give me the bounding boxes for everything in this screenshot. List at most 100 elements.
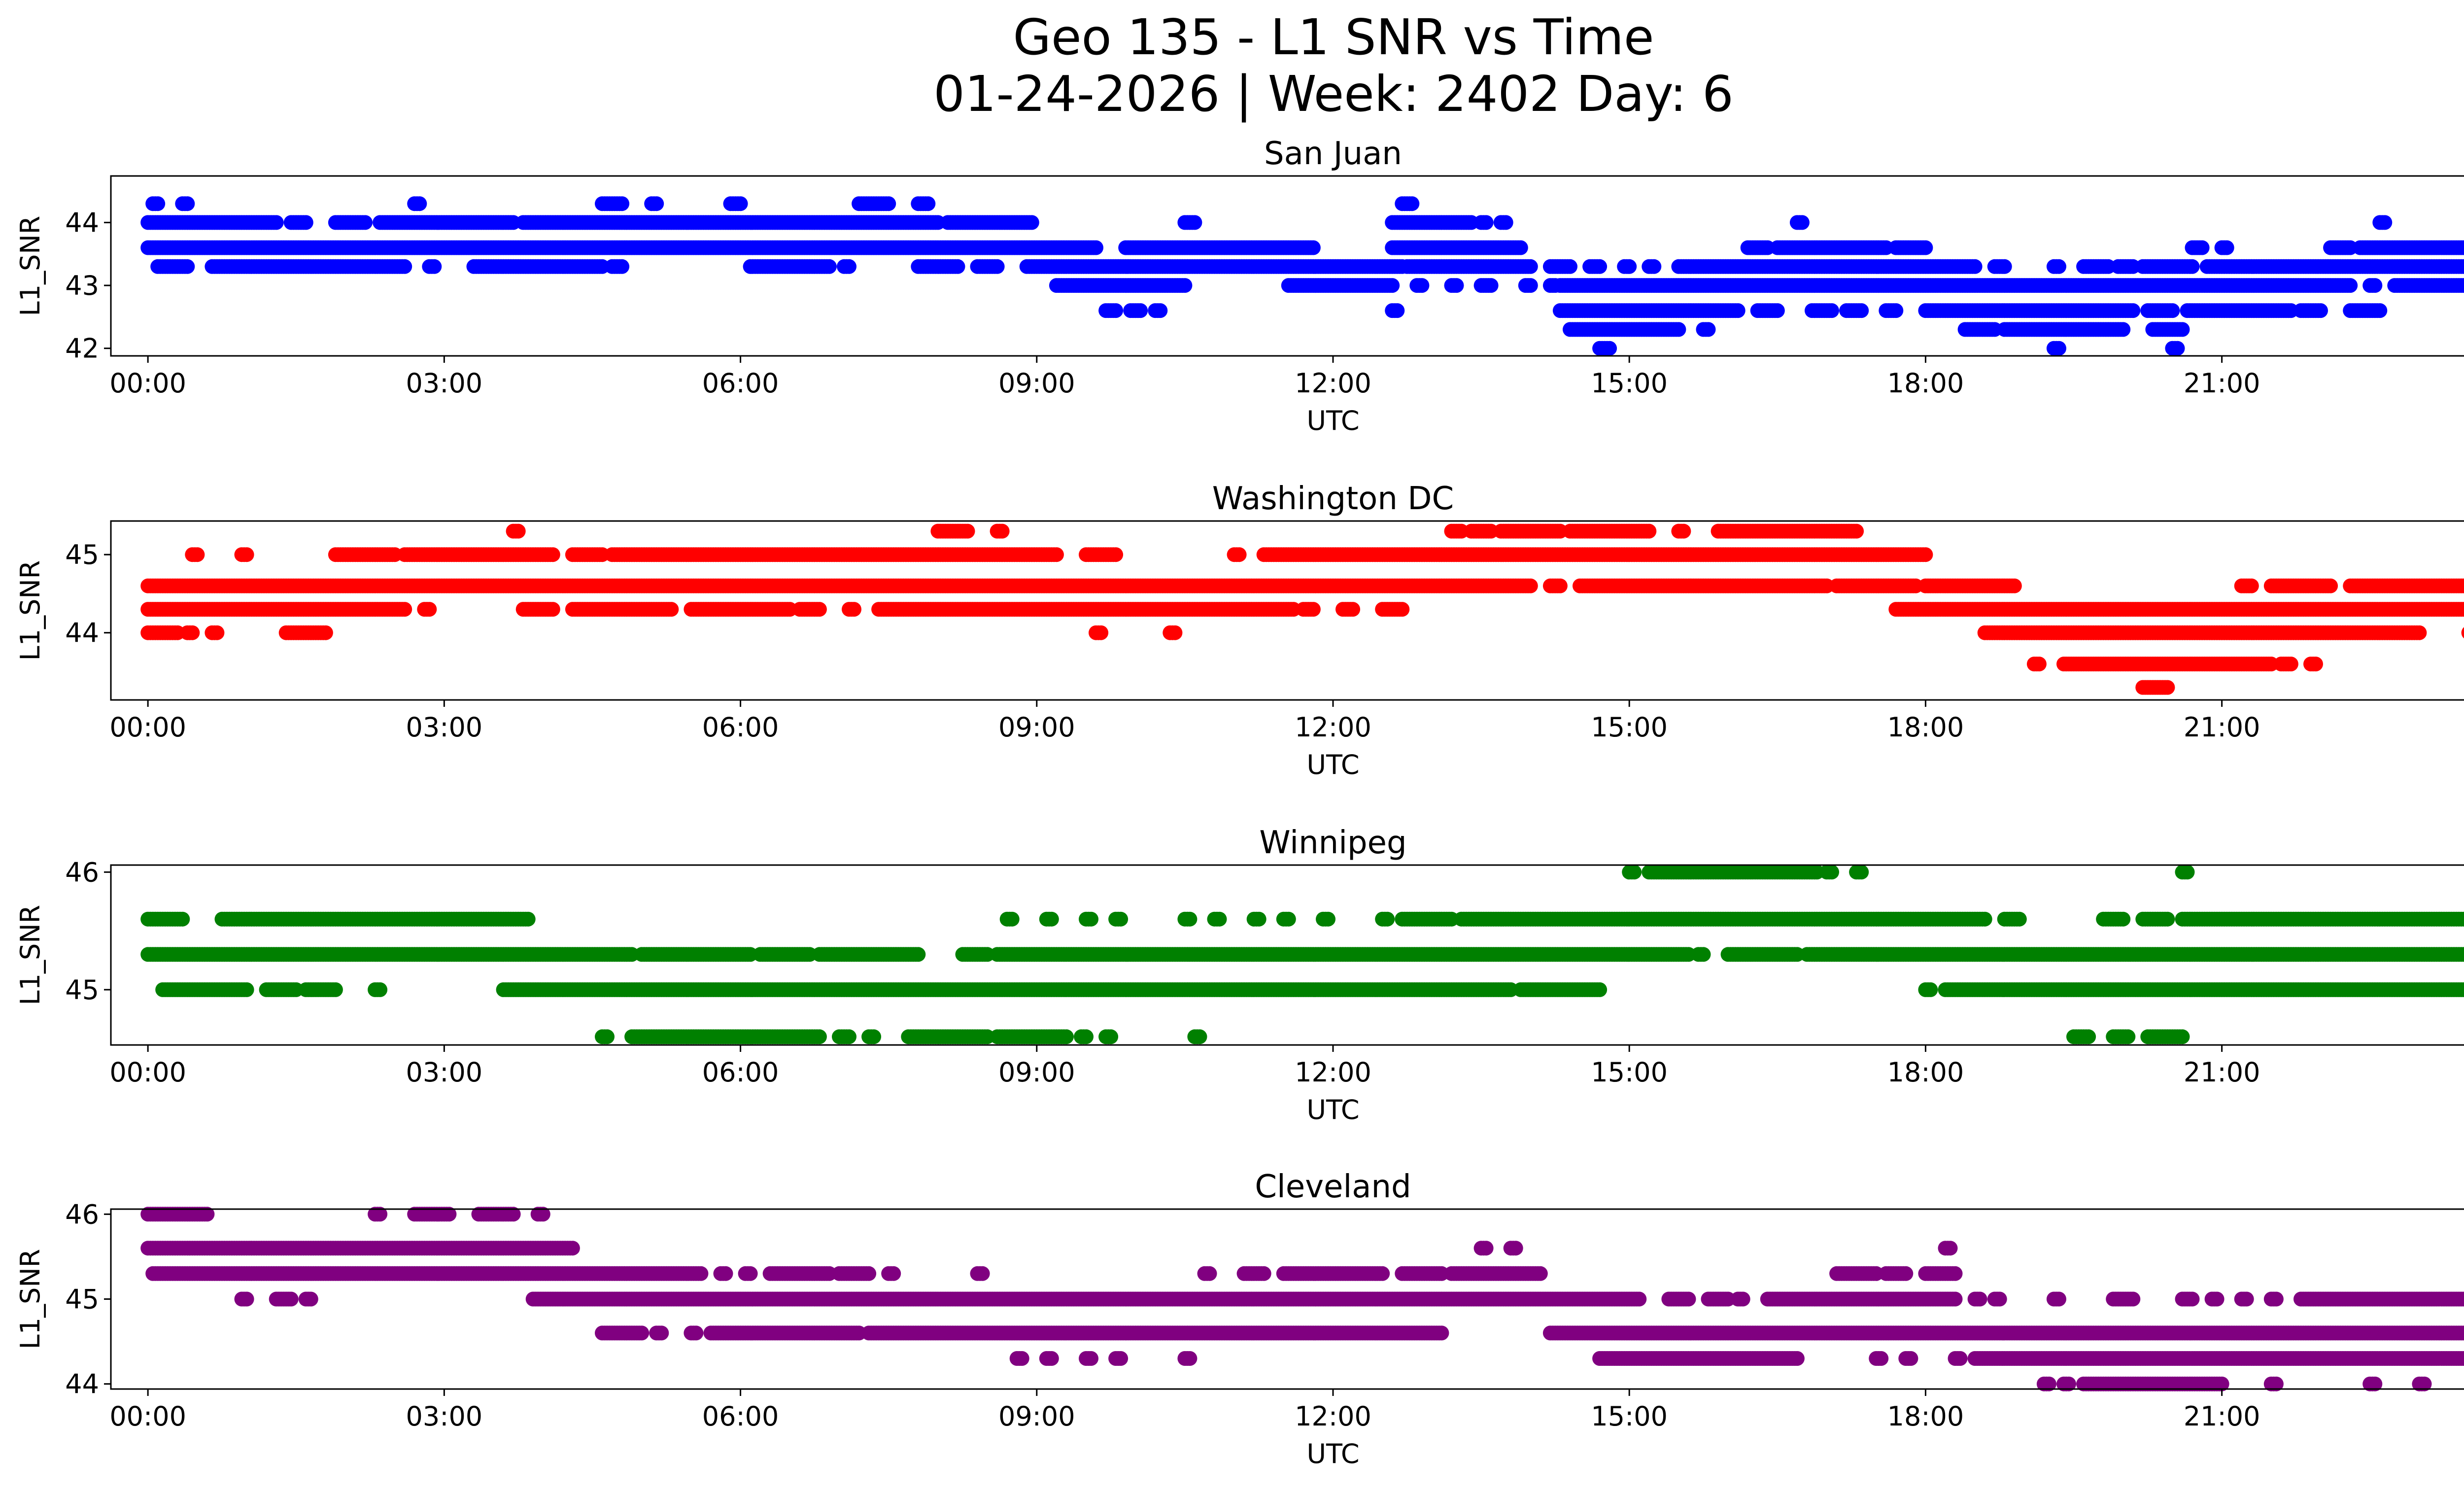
data-point xyxy=(1498,215,1513,230)
scatter-series xyxy=(140,196,2464,356)
data-point xyxy=(397,259,412,274)
data-point xyxy=(1449,278,1464,293)
x-tick-label: 06:00 xyxy=(702,368,779,399)
data-point xyxy=(1089,240,1103,255)
data-point xyxy=(180,259,195,274)
data-point xyxy=(1523,278,1538,293)
data-point xyxy=(1794,215,1810,230)
data-point xyxy=(1622,259,1637,274)
data-point xyxy=(921,196,936,211)
data-point xyxy=(1187,215,1202,230)
data-point xyxy=(615,196,630,211)
data-point xyxy=(2052,259,2066,274)
data-point xyxy=(1854,303,1869,318)
x-tick-label: 15:00 xyxy=(1591,368,1668,399)
data-point xyxy=(1888,303,1904,318)
data-point xyxy=(842,259,856,274)
data-point xyxy=(1849,523,1864,539)
data-point xyxy=(2170,341,2185,356)
data-point xyxy=(847,602,861,617)
data-point xyxy=(511,523,526,539)
data-point xyxy=(2313,303,2328,318)
data-point xyxy=(239,547,254,562)
data-point xyxy=(2125,303,2141,318)
data-point xyxy=(1997,259,2012,274)
data-point xyxy=(881,196,896,211)
data-point xyxy=(1305,240,1321,255)
data-point xyxy=(1918,547,1933,562)
data-point xyxy=(1345,602,1361,617)
x-axis-label: UTC xyxy=(1306,405,1359,436)
data-point xyxy=(1133,303,1148,318)
data-point xyxy=(1563,259,1577,274)
data-point xyxy=(1918,240,1933,255)
data-point xyxy=(733,196,748,211)
data-point xyxy=(2194,240,2210,255)
data-point xyxy=(1552,578,1568,593)
data-point xyxy=(1395,602,1410,617)
data-point xyxy=(427,259,442,274)
data-point xyxy=(2007,578,2022,593)
data-point xyxy=(2175,322,2190,337)
data-point xyxy=(1108,547,1124,562)
data-point xyxy=(1177,278,1193,293)
data-point xyxy=(1642,523,1657,539)
data-point xyxy=(185,625,200,640)
data-point xyxy=(2185,259,2200,274)
data-point xyxy=(1390,303,1405,318)
data-point xyxy=(2372,303,2388,318)
data-point xyxy=(2323,578,2338,593)
data-point xyxy=(950,259,965,274)
data-point xyxy=(150,196,166,211)
x-tick-label: 03:00 xyxy=(406,368,483,399)
data-point xyxy=(1730,303,1745,318)
data-point xyxy=(1523,578,1538,593)
data-point xyxy=(1483,278,1499,293)
data-point xyxy=(1824,303,1839,318)
data-point xyxy=(1671,322,1686,337)
data-point xyxy=(1646,259,1662,274)
data-point xyxy=(2244,578,2259,593)
data-point xyxy=(2165,303,2180,318)
data-point xyxy=(649,196,664,211)
data-point xyxy=(1049,547,1064,562)
x-tick-label: 00:00 xyxy=(109,368,186,399)
data-point xyxy=(412,196,427,211)
data-point xyxy=(1967,259,1983,274)
data-point xyxy=(1478,215,1494,230)
data-point xyxy=(994,523,1010,539)
data-point xyxy=(397,602,412,617)
y-axis-label: L1_SNR xyxy=(15,216,46,316)
data-point xyxy=(1385,278,1400,293)
data-point xyxy=(2052,341,2066,356)
data-point xyxy=(180,196,195,211)
data-point xyxy=(269,215,284,230)
data-point xyxy=(615,259,630,274)
data-point xyxy=(190,547,205,562)
data-point xyxy=(1770,303,1785,318)
y-tick-label: 44 xyxy=(65,207,99,238)
data-point xyxy=(2367,278,2383,293)
x-tick-label: 12:00 xyxy=(1295,368,1371,399)
x-tick-label: 09:00 xyxy=(998,368,1075,399)
data-point xyxy=(2343,278,2358,293)
data-point xyxy=(422,602,437,617)
data-point xyxy=(1592,259,1608,274)
data-point xyxy=(1108,303,1124,318)
data-point xyxy=(2377,215,2393,230)
data-point xyxy=(1414,278,1430,293)
data-point xyxy=(545,602,560,617)
data-point xyxy=(1701,322,1716,337)
data-point xyxy=(1602,341,1617,356)
data-point xyxy=(2116,322,2131,337)
x-tick-label: 18:00 xyxy=(1887,368,1964,399)
data-point xyxy=(960,523,975,539)
data-point xyxy=(664,602,679,617)
data-point xyxy=(1232,547,1247,562)
y-tick-label: 43 xyxy=(65,270,99,301)
figure-title-line2: 01-24-2026 | Week: 2402 Day: 6 xyxy=(933,65,1733,123)
data-point xyxy=(1404,196,1420,211)
